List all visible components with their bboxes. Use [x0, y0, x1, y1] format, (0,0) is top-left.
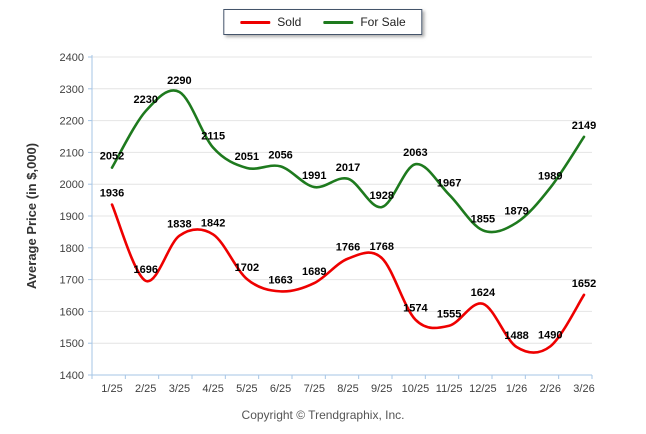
svg-text:1855: 1855	[471, 213, 495, 225]
svg-text:1936: 1936	[100, 188, 124, 200]
svg-text:11/25: 11/25	[436, 383, 463, 395]
sold-data-labels: 1936 1696 1838 1842 1702 1663 1689 1766 1768 1574…	[100, 188, 596, 342]
svg-text:2300: 2300	[60, 84, 84, 96]
svg-text:1600: 1600	[60, 306, 84, 318]
svg-text:2400: 2400	[60, 52, 84, 64]
svg-text:5/25: 5/25	[236, 383, 257, 395]
svg-text:1989: 1989	[538, 171, 562, 183]
svg-text:2149: 2149	[572, 120, 596, 132]
svg-text:1696: 1696	[133, 264, 157, 276]
svg-text:1488: 1488	[504, 330, 528, 342]
svg-text:12/25: 12/25	[469, 383, 497, 395]
for-sale-series-line	[110, 89, 586, 234]
svg-text:1967: 1967	[437, 178, 461, 190]
svg-text:1663: 1663	[268, 274, 292, 286]
svg-text:2/25: 2/25	[135, 383, 156, 395]
svg-text:1838: 1838	[167, 219, 191, 231]
svg-text:2230: 2230	[133, 94, 157, 106]
svg-text:10/25: 10/25	[402, 383, 430, 395]
svg-text:2115: 2115	[201, 131, 225, 143]
legend-label-sold: Sold	[277, 15, 302, 29]
svg-text:6/25: 6/25	[270, 383, 291, 395]
svg-text:1500: 1500	[60, 338, 84, 350]
svg-text:1689: 1689	[302, 266, 326, 278]
svg-text:2200: 2200	[60, 116, 84, 128]
svg-text:1490: 1490	[538, 329, 562, 341]
svg-text:1652: 1652	[572, 278, 596, 290]
svg-text:1766: 1766	[336, 242, 360, 254]
legend-item-for-sale: For Sale	[323, 15, 406, 29]
svg-text:3/25: 3/25	[169, 383, 190, 395]
chart-canvas: 1400 1500 1600 1700 1800 1900 2000 2100 2200 2300…	[24, 52, 596, 395]
svg-text:7/25: 7/25	[304, 383, 325, 395]
svg-text:2100: 2100	[60, 147, 84, 159]
svg-text:1574: 1574	[403, 303, 428, 315]
svg-text:2056: 2056	[268, 149, 292, 161]
svg-text:2290: 2290	[167, 75, 191, 87]
svg-text:2051: 2051	[235, 151, 259, 163]
copyright-text: Copyright © Trendgraphix, Inc.	[241, 408, 405, 422]
svg-text:1700: 1700	[60, 275, 84, 287]
gridlines	[92, 56, 592, 344]
svg-text:1842: 1842	[201, 217, 225, 229]
axes	[88, 55, 593, 379]
svg-text:1800: 1800	[60, 243, 84, 255]
svg-text:1702: 1702	[235, 262, 259, 274]
legend-label-for-sale: For Sale	[360, 15, 406, 29]
x-axis-tick-labels: 1/25 2/25 3/25 4/25 5/25 6/25 7/25 8/25 9/25 10/2…	[101, 383, 594, 395]
svg-text:1879: 1879	[504, 206, 528, 218]
svg-text:1928: 1928	[369, 190, 393, 202]
svg-text:2017: 2017	[336, 162, 360, 174]
svg-text:1991: 1991	[302, 170, 326, 182]
svg-text:2/26: 2/26	[540, 383, 561, 395]
svg-text:1768: 1768	[369, 241, 393, 253]
svg-text:1900: 1900	[60, 211, 84, 223]
svg-text:1624: 1624	[471, 287, 496, 299]
svg-text:2000: 2000	[60, 179, 84, 191]
svg-text:1555: 1555	[437, 309, 461, 321]
sold-series-line	[110, 203, 586, 354]
y-axis-tick-labels: 1400 1500 1600 1700 1800 1900 2000 2100 2200 2300…	[60, 52, 84, 382]
y-axis-title: Average Price (in $,000)	[24, 143, 39, 289]
for-sale-line-swatch	[323, 20, 354, 24]
svg-text:1/25: 1/25	[101, 383, 122, 395]
svg-text:4/25: 4/25	[202, 383, 223, 395]
sold-line-swatch	[240, 20, 271, 24]
svg-text:9/25: 9/25	[371, 383, 392, 395]
svg-text:2052: 2052	[100, 151, 124, 163]
svg-text:3/26: 3/26	[573, 383, 594, 395]
for-sale-data-labels: 2052 2230 2290 2115 2051 2056 1991 2017 1928 2063…	[100, 75, 596, 225]
chart-legend: Sold For Sale	[223, 9, 423, 35]
svg-text:1/26: 1/26	[506, 383, 527, 395]
legend-item-sold: Sold	[240, 15, 301, 29]
svg-text:8/25: 8/25	[337, 383, 358, 395]
svg-text:2063: 2063	[403, 147, 427, 159]
svg-text:1400: 1400	[60, 370, 84, 382]
